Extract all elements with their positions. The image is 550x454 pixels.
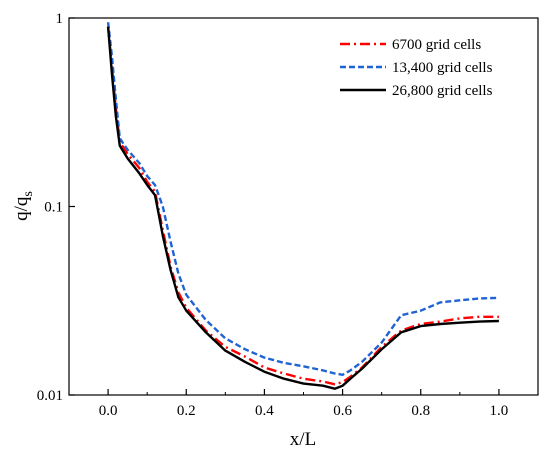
y-axis-title: q/qs [11, 191, 36, 221]
x-tick-label: 1.0 [490, 403, 509, 419]
series-line-2 [106, 22, 499, 376]
y-tick-label: 0.1 [44, 200, 63, 216]
series-line-1 [106, 26, 499, 386]
legend-label-3: 26,800 grid cells [392, 83, 493, 99]
series-group [106, 22, 499, 390]
y-axis-title-subscript: s [21, 191, 36, 196]
x-tick-label: 0.6 [333, 403, 352, 419]
x-axis-ticks: 0.0 0.2 0.4 0.6 0.8 1.0 [99, 389, 509, 419]
y-axis-title-main: q/q [11, 196, 32, 221]
x-tick-label: 0.2 [177, 403, 196, 419]
x-tick-label: 0.0 [99, 403, 118, 419]
legend-label-1: 6700 grid cells [392, 37, 481, 53]
x-axis-title: x/L [290, 429, 316, 450]
series-line-3 [106, 26, 499, 390]
x-tick-label: 0.4 [255, 403, 274, 419]
legend: 6700 grid cells 13,400 grid cells 26,800 g… [340, 37, 493, 99]
y-tick-label: 1 [56, 11, 64, 27]
legend-label-2: 13,400 grid cells [392, 60, 493, 76]
y-axis-ticks: 0.01 0.1 1 [37, 11, 75, 404]
y-tick-label: 0.01 [37, 388, 63, 404]
x-tick-label: 0.8 [411, 403, 430, 419]
